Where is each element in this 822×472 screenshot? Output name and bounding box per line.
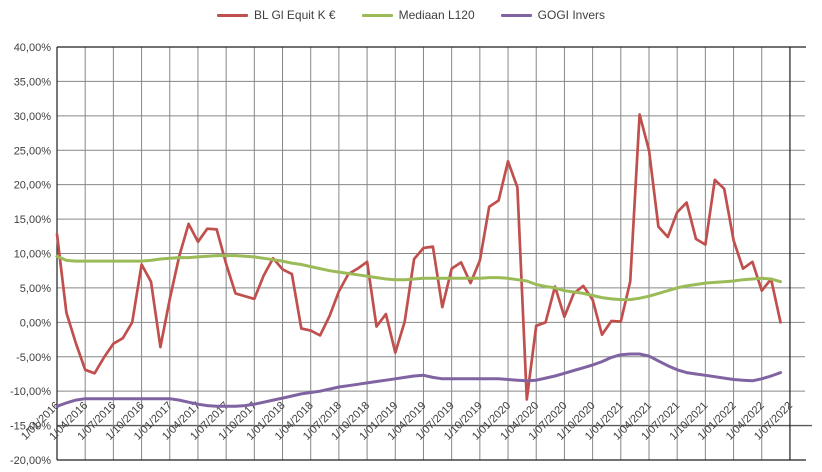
y-tick-label: 0,00% — [20, 317, 51, 329]
y-tick-label: -15,00% — [10, 421, 51, 433]
series-line-gogi-invers — [55, 352, 782, 408]
y-tick-label: 15,00% — [14, 214, 52, 226]
y-tick-label: -20,00% — [10, 455, 51, 467]
series-line-mediaan-l120 — [55, 254, 782, 302]
y-tick-label: 25,00% — [14, 145, 52, 157]
legend-item-gogi-invers: GOGI Invers — [500, 8, 606, 22]
red-line-swatch-icon — [216, 13, 248, 17]
series-line-bl-gl-equit-k- — [55, 113, 782, 401]
y-tick-label: -5,00% — [16, 352, 51, 364]
legend-item-bl-gl-equit: BL Gl Equit K € — [216, 8, 336, 22]
y-tick-label: -10,00% — [10, 386, 51, 398]
y-tick-label: 10,00% — [14, 249, 52, 261]
chart-legend: BL Gl Equit K € Mediaan L120 GOGI Invers — [0, 8, 822, 22]
y-tick-label: 5,00% — [20, 283, 51, 295]
purple-line-swatch-icon — [500, 13, 532, 17]
y-tick-label: 35,00% — [14, 76, 52, 88]
green-line-swatch-icon — [361, 13, 393, 17]
y-tick-label: 30,00% — [14, 111, 52, 123]
legend-item-mediaan-l120: Mediaan L120 — [361, 8, 475, 22]
legend-label: BL Gl Equit K € — [253, 8, 336, 22]
legend-label: GOGI Invers — [537, 8, 606, 22]
legend-label: Mediaan L120 — [398, 8, 475, 22]
y-tick-label: 40,00% — [14, 42, 52, 54]
y-tick-label: 20,00% — [14, 180, 52, 192]
